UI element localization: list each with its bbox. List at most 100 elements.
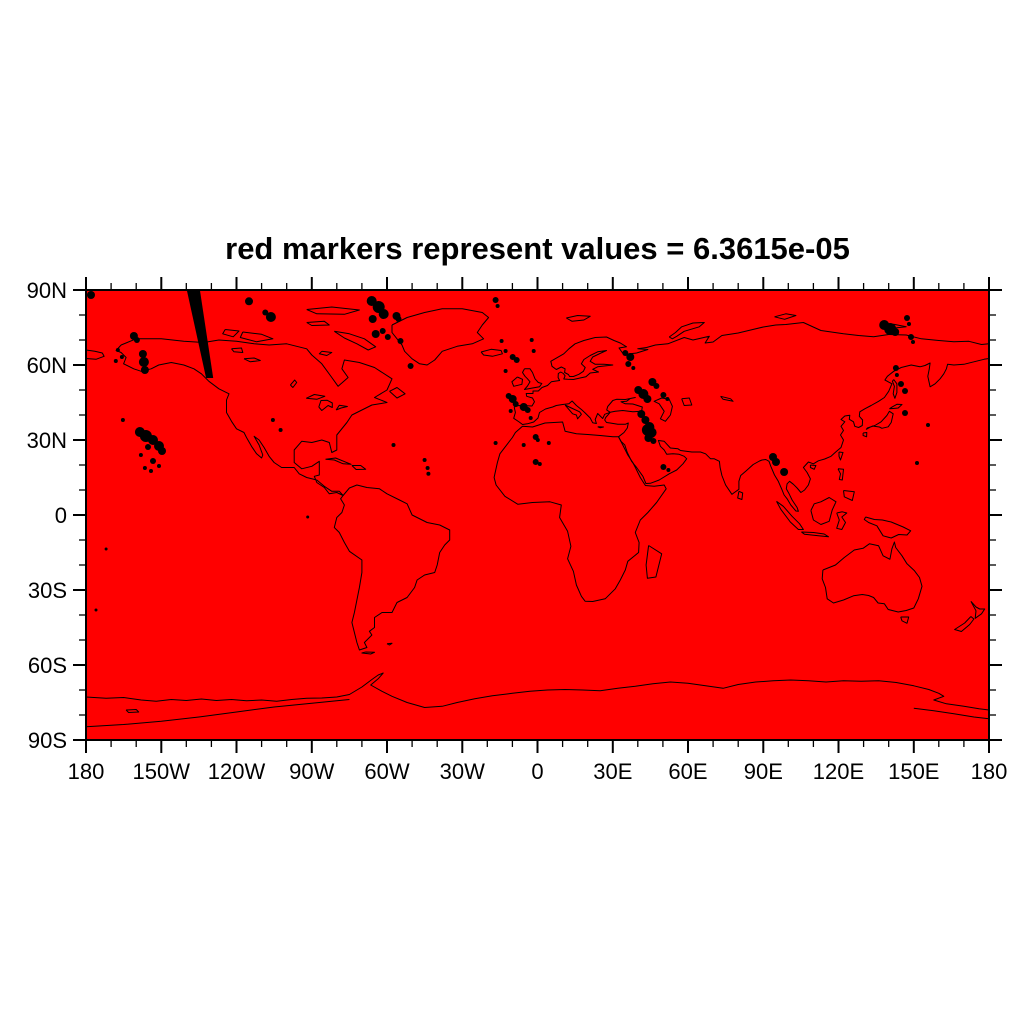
marker-dot: [149, 469, 153, 473]
coastline-lake-superior: [305, 394, 326, 400]
x-tick-label: 0: [531, 759, 543, 784]
coastline-chukotka-west: [86, 349, 105, 360]
x-tick-label: 30W: [440, 759, 485, 784]
map-fill: [86, 290, 989, 740]
marker-dot: [666, 468, 671, 472]
coastline-newfoundland: [389, 387, 406, 399]
marker-dot: [622, 350, 629, 356]
coastline-south-america: [333, 484, 451, 651]
marker-dot: [138, 357, 149, 367]
x-tick-label: 120W: [208, 759, 266, 784]
y-tick-label: 0: [55, 503, 67, 528]
coastline-mindanao: [843, 490, 855, 501]
marker-dot: [492, 297, 499, 303]
marker-dot: [391, 443, 396, 447]
marker-dot: [546, 441, 551, 445]
marker-dot: [637, 410, 646, 418]
coastline-tierra-del-fuego: [361, 651, 375, 655]
marker-dot: [120, 418, 125, 422]
marker-dot: [119, 355, 124, 359]
marker-dot: [643, 395, 652, 403]
marker-dot: [660, 392, 667, 398]
x-tick-label: 150W: [133, 759, 191, 784]
marker-dot: [532, 459, 539, 465]
x-tick-label: 60W: [364, 759, 409, 784]
coastline-italy: [564, 404, 582, 420]
marker-dot: [157, 464, 161, 468]
marker-dot: [397, 338, 404, 344]
marker-dot: [660, 464, 667, 470]
black-markers: [87, 291, 930, 612]
marker-dot: [521, 443, 526, 447]
marker-dot: [537, 462, 542, 466]
marker-dot: [384, 334, 391, 340]
marker-dot: [631, 366, 636, 370]
coastline-north-america: [115, 338, 393, 496]
x-tick-label: 180: [68, 759, 105, 784]
marker-dot: [422, 458, 427, 462]
coastline-great-bear-lake: [231, 347, 244, 353]
marker-dot: [528, 416, 533, 420]
coastline-eurasia: [513, 322, 989, 512]
coastline-sumatra: [776, 500, 804, 530]
marker-dot: [371, 330, 380, 338]
marker-dot: [378, 309, 389, 319]
coastline-southampton-island: [318, 350, 333, 356]
coastline-antarctica-coast: [86, 672, 989, 711]
marker-dot: [665, 397, 670, 401]
marker-dot: [138, 453, 143, 457]
coastlines: [86, 306, 989, 728]
marker-dot: [512, 401, 519, 407]
marker-dot: [503, 369, 508, 373]
marker-dot: [94, 608, 98, 612]
marker-dot: [158, 447, 166, 455]
x-tick-label: 180: [971, 759, 1008, 784]
marker-dot: [499, 339, 504, 343]
coastline-great-britain: [522, 368, 543, 390]
marker-dot: [641, 416, 650, 424]
marker-dot: [915, 461, 919, 465]
coastline-banks-island: [222, 329, 240, 338]
coastline-honshu: [865, 410, 894, 430]
marker-dot: [426, 471, 431, 476]
coastline-sri-lanka: [737, 490, 744, 500]
marker-dot: [142, 466, 147, 470]
marker-dot: [425, 466, 430, 470]
marker-dot: [245, 297, 253, 306]
coastline-sakhalin: [891, 379, 898, 399]
coastline-kyushu: [862, 432, 868, 438]
coastline-iceland: [480, 348, 503, 357]
y-tick-label: 60N: [27, 353, 67, 378]
x-tick-label: 90E: [744, 759, 783, 784]
marker-dot: [503, 349, 508, 353]
marker-dot: [772, 458, 780, 466]
marker-dot: [133, 337, 140, 343]
marker-dot: [531, 349, 536, 353]
coastline-novaya-zemlya: [668, 322, 705, 340]
marker-dot: [262, 309, 269, 316]
marker-dot: [407, 363, 414, 369]
coastline-africa: [493, 421, 667, 602]
coastline-luzon: [837, 468, 844, 481]
coastline-java: [801, 531, 829, 538]
coastline-great-slave-lake: [243, 357, 261, 363]
x-tick-label: 120E: [813, 759, 864, 784]
marker-dot: [513, 357, 520, 363]
marker-dot: [524, 407, 531, 413]
coastline-cuba: [325, 457, 352, 465]
coastline-taiwan: [838, 451, 844, 461]
marker-dot: [270, 418, 275, 422]
marker-dot: [395, 316, 402, 322]
marker-dot: [87, 291, 95, 299]
x-tick-label: 30E: [593, 759, 632, 784]
coastline-hokkaido: [889, 403, 903, 410]
x-tick-label: 60E: [668, 759, 707, 784]
coastline-severnaya-zemlya: [774, 313, 797, 320]
marker-dot: [908, 334, 914, 340]
coastline-australia: [821, 541, 923, 613]
marker-dot: [138, 350, 147, 358]
marker-dot: [535, 438, 540, 442]
marker-dot: [493, 441, 498, 445]
marker-dot: [113, 359, 118, 363]
